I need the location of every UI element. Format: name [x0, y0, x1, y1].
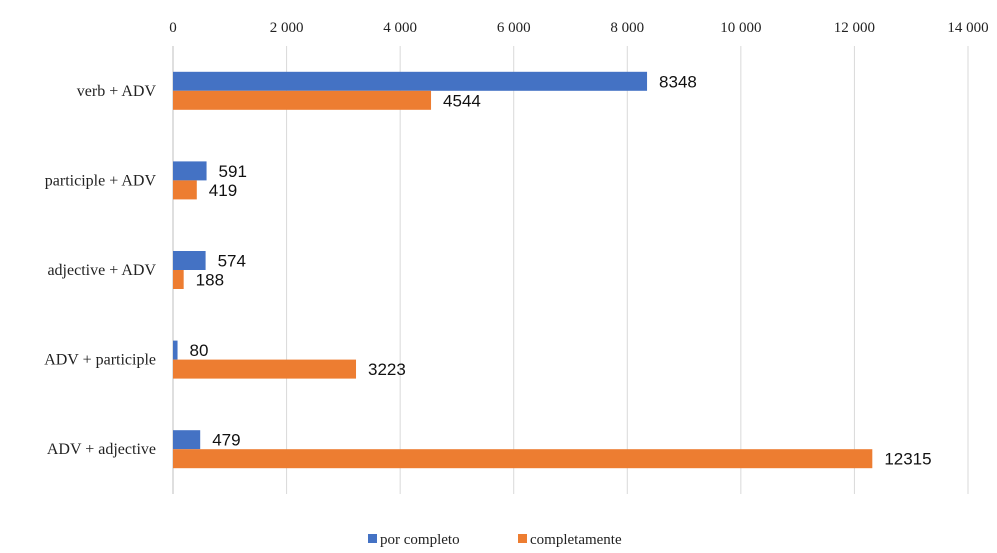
bar-completamente	[173, 270, 184, 289]
x-tick-label: 14 000	[947, 20, 988, 36]
data-label: 12315	[884, 450, 931, 469]
bar-completamente	[173, 449, 873, 469]
x-tick-label: 10 000	[720, 20, 761, 36]
x-axis-ticks: 0 2 000 4 000 6 000 8 000 10 000 12 000 14 000	[169, 20, 988, 36]
x-tick-label: 6 000	[497, 20, 531, 36]
bar-por-completo	[173, 71, 648, 91]
bar-por-completo	[173, 251, 206, 270]
x-tick-label: 8 000	[610, 20, 644, 36]
bar-completamente	[173, 90, 432, 110]
legend-label: por completo	[380, 532, 460, 548]
data-label: 574	[218, 252, 246, 271]
legend-label: completamente	[530, 532, 622, 548]
category-labels: verb + ADV participle + ADV adjective + AD…	[44, 83, 156, 458]
data-label: 591	[219, 162, 247, 181]
gridlines	[172, 46, 969, 494]
data-label: 80	[190, 341, 209, 360]
category-label: participle + ADV	[45, 172, 157, 189]
x-tick-label: 0	[169, 20, 177, 36]
category-label: verb + ADV	[77, 83, 157, 100]
legend: por completo completamente	[368, 532, 622, 548]
data-label: 479	[212, 431, 240, 450]
data-label: 188	[196, 271, 224, 290]
bars	[173, 71, 873, 469]
bar-por-completo	[173, 340, 178, 360]
category-label: adjective + ADV	[47, 262, 156, 279]
category-label: ADV + participle	[44, 352, 156, 369]
bar-completamente	[173, 180, 197, 200]
bar-completamente	[173, 359, 357, 379]
data-label: 4544	[443, 91, 481, 110]
bar-por-completo	[173, 161, 207, 181]
data-label: 8348	[659, 72, 697, 91]
bar-por-completo	[173, 430, 201, 450]
x-tick-label: 2 000	[270, 20, 304, 36]
x-tick-label: 4 000	[383, 20, 417, 36]
data-label: 419	[209, 181, 237, 200]
category-label: ADV + adjective	[47, 441, 156, 458]
data-label: 3223	[368, 360, 406, 379]
legend-swatch	[368, 534, 377, 543]
legend-swatch	[518, 534, 527, 543]
x-tick-label: 12 000	[834, 20, 875, 36]
